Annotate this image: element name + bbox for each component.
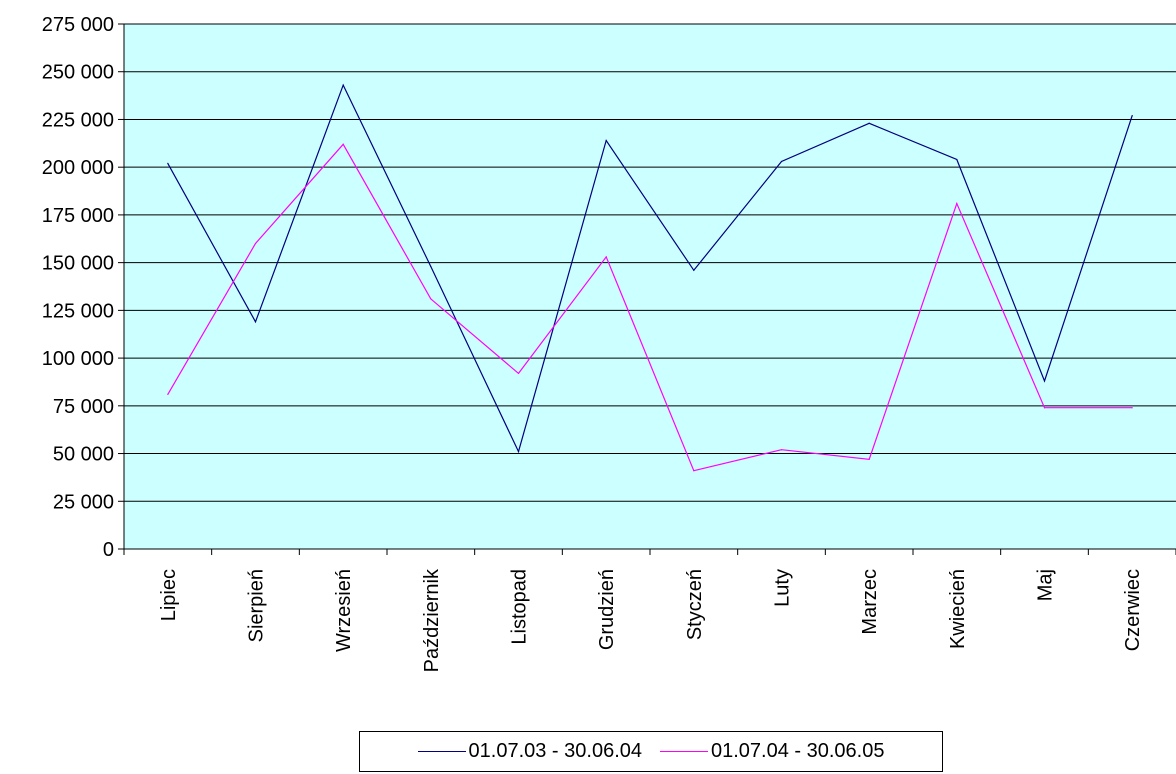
data-point: [605, 256, 607, 258]
legend-label-series-1: 01.07.03 - 30.06.04: [468, 740, 642, 762]
data-point: [517, 372, 520, 374]
data-point: [868, 122, 870, 124]
data-point: [956, 158, 958, 161]
y-tick-label: 275 000: [42, 14, 114, 36]
x-tick-label: Wrzesień: [333, 569, 355, 652]
x-tick-label: Marzec: [859, 569, 881, 635]
x-tick-label: Grudzień: [596, 569, 618, 650]
x-tick-label: Luty: [772, 569, 794, 607]
data-point: [342, 143, 344, 145]
data-point: [254, 321, 257, 323]
x-tick-label: Czerwiec: [1122, 569, 1144, 651]
series-line-1: [167, 83, 1133, 454]
data-point: [430, 298, 432, 300]
x-tick-label: Sierpień: [246, 569, 268, 642]
data-point: [430, 265, 432, 268]
y-tick-label: 25 000: [53, 491, 114, 513]
y-tick-label: 75 000: [53, 396, 114, 418]
data-point: [167, 393, 169, 395]
x-tick-label: Kwiecień: [947, 569, 969, 649]
y-tick-label: 250 000: [42, 62, 114, 84]
y-axis-ticks: 0 25 000 50 000 75 000 100 000 125 000 150 000…: [42, 14, 124, 561]
data-point: [605, 139, 607, 142]
series-lines: [167, 83, 1133, 472]
series-line-2: [167, 143, 1133, 472]
y-tick-label: 150 000: [42, 253, 114, 275]
data-point: [693, 470, 695, 472]
y-tick-label: 0: [103, 539, 114, 561]
data-point: [780, 160, 783, 163]
gridlines: [124, 23, 1176, 502]
data-point: [868, 458, 870, 460]
y-tick-label: 200 000: [42, 157, 114, 179]
x-tick-label: Lipiec: [158, 569, 180, 621]
legend: 01.07.03 - 30.06.04 01.07.04 - 30.06.05: [359, 731, 943, 772]
y-tick-label: 225 000: [42, 109, 114, 131]
plot-area: [124, 24, 1176, 549]
data-point: [167, 162, 169, 164]
y-tick-label: 175 000: [42, 205, 114, 227]
data-point: [1043, 380, 1046, 382]
legend-swatch-series-2: [660, 751, 708, 752]
legend-item-series-1: 01.07.03 - 30.06.04: [417, 740, 642, 763]
x-tick-label: Maj: [1035, 569, 1057, 601]
data-point: [780, 449, 783, 451]
x-tick-label: Styczeń: [684, 569, 706, 640]
data-point: [693, 269, 695, 271]
data-point: [517, 451, 520, 453]
data-point: [342, 84, 344, 86]
x-tick-label: Październik: [421, 568, 443, 672]
x-tick-label: Listopad: [509, 569, 531, 645]
data-point: [1131, 115, 1133, 117]
data-point: [956, 202, 958, 205]
y-tick-label: 50 000: [53, 444, 114, 466]
legend-swatch-series-1: [417, 751, 466, 752]
legend-label-series-2: 01.07.04 - 30.06.05: [711, 740, 885, 762]
y-tick-label: 125 000: [42, 300, 114, 322]
data-point: [1131, 407, 1133, 409]
y-tick-label: 100 000: [42, 348, 114, 370]
data-point: [254, 242, 257, 245]
x-axis-ticks: Lipiec Sierpień Wrzesień Październik Listopa…: [123, 549, 1176, 672]
legend-item-series-2: 01.07.04 - 30.06.05: [660, 740, 884, 763]
data-point: [1043, 407, 1046, 409]
